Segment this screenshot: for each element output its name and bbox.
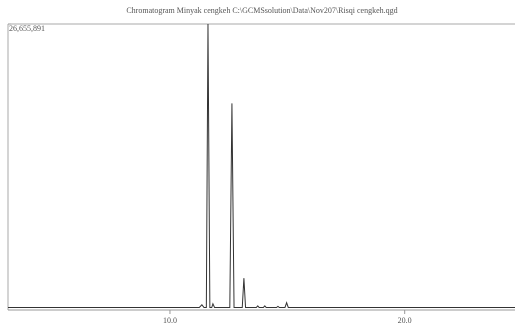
y-tick-label: 26,655,891: [9, 24, 45, 33]
chromatogram-line: [8, 23, 515, 308]
x-tick-label: 10.0: [163, 316, 177, 325]
x-tick-label: 20.0: [398, 316, 412, 325]
chart-title: Chromatogram Minyak cengkeh C:\GCMSsolut…: [126, 6, 397, 15]
